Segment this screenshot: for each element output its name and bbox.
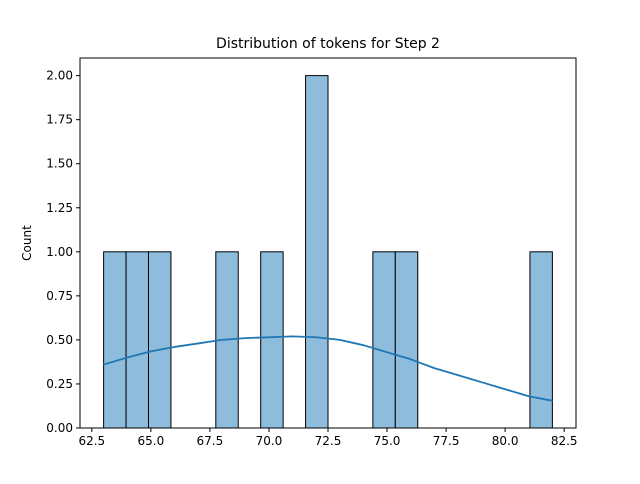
y-tick-label: 1.75 (46, 113, 73, 127)
y-tick-label: 0.25 (46, 377, 73, 391)
histogram-bar-9 (529, 251, 553, 429)
histogram-bar-3 (147, 251, 172, 429)
y-tick-label: 1.25 (46, 201, 73, 215)
y-tick-label: 2.00 (46, 69, 73, 83)
histogram-bar-1 (103, 251, 127, 429)
y-tick-label: 0.50 (46, 333, 73, 347)
axes-frame (79, 57, 577, 429)
x-tick-label: 67.5 (197, 434, 224, 448)
histogram-bar-2 (125, 251, 149, 429)
y-axis-label: Count (20, 225, 34, 261)
histogram-bar-8 (394, 251, 419, 429)
bars-layer (103, 75, 553, 429)
x-tick-label: 62.5 (78, 434, 105, 448)
y-tick-label: 0.00 (46, 421, 73, 435)
y-tick-label: 0.75 (46, 289, 73, 303)
x-tick-label: 82.5 (551, 434, 578, 448)
y-ticks-layer: 0.00 0.25 0.50 0.75 1.00 1.25 1.50 1.75 2.00 (46, 69, 80, 435)
x-tick-label: 77.5 (433, 434, 460, 448)
x-tick-label: 72.5 (315, 434, 342, 448)
histogram-bar-5 (260, 251, 284, 429)
x-tick-label: 75.0 (374, 434, 401, 448)
chart-title: Distribution of tokens for Step 2 (216, 36, 440, 52)
y-tick-label: 1.00 (46, 245, 73, 259)
histogram-bar-6 (305, 75, 329, 429)
kde-layer (103, 335, 553, 402)
x-tick-label: 80.0 (492, 434, 519, 448)
kde-curve (103, 335, 553, 402)
x-ticks-layer: 62.5 65.0 67.5 70.0 72.5 75.0 77.5 80.0 82.5 (78, 428, 578, 448)
y-tick-label: 1.50 (46, 157, 73, 171)
x-tick-label: 65.0 (137, 434, 164, 448)
x-tick-label: 70.0 (256, 434, 283, 448)
histogram-bar-7 (372, 251, 396, 429)
